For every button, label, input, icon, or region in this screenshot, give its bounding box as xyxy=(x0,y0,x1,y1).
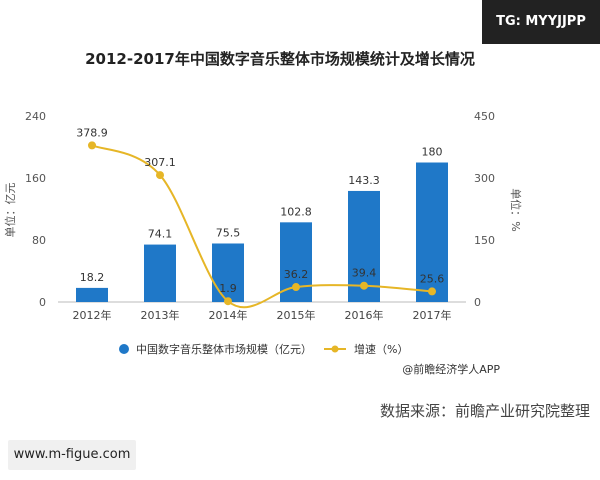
left-tick-label: 0 xyxy=(39,296,46,309)
chart-title: 2012-2017年中国数字音乐整体市场规模统计及增长情况 xyxy=(85,50,475,68)
line-value-label: 378.9 xyxy=(76,126,108,139)
bar xyxy=(212,243,244,302)
bar-value-label: 102.8 xyxy=(280,205,312,218)
right-axis-ticks: 0 150 300 450 xyxy=(474,110,495,309)
x-tick-label: 2012年 xyxy=(73,308,112,322)
x-tick-label: 2016年 xyxy=(345,308,384,322)
left-axis-ticks: 0 80 160 240 xyxy=(25,110,46,309)
credit-text: @前瞻经济学人APP xyxy=(402,362,500,376)
line-value-label: 25.6 xyxy=(420,272,445,285)
right-tick-label: 450 xyxy=(474,110,495,123)
line-value-label: 39.4 xyxy=(352,267,377,280)
bar xyxy=(416,162,448,302)
right-tick-label: 0 xyxy=(474,296,481,309)
line-point xyxy=(360,281,368,290)
left-tick-label: 240 xyxy=(25,110,46,123)
line-series xyxy=(88,141,436,309)
right-tick-label: 150 xyxy=(474,234,495,247)
line-value-label: 1.9 xyxy=(219,282,237,295)
x-tick-label: 2015年 xyxy=(277,308,316,322)
line-point xyxy=(428,287,436,296)
top-watermark-tag: TG: MYYJJPP xyxy=(482,0,600,44)
chart: 0 80 160 240 0 150 300 450 单位：亿元 单位：% 18.2 74.1… xyxy=(3,110,523,376)
left-tick-label: 160 xyxy=(25,172,46,185)
legend: 中国数字音乐整体市场规模（亿元） 增速（%） xyxy=(119,342,408,356)
bar-value-label: 75.5 xyxy=(216,226,241,239)
legend-line-label: 增速（%） xyxy=(354,342,408,356)
legend-bar-marker xyxy=(119,344,129,354)
growth-line xyxy=(91,144,433,309)
y-right-label: 单位：% xyxy=(509,188,523,231)
bar-value-label: 180 xyxy=(422,146,443,159)
line-labels: 378.9 307.1 1.9 36.2 39.4 25.6 xyxy=(76,126,444,295)
bar xyxy=(76,287,108,302)
bar-value-label: 143.3 xyxy=(348,174,380,187)
line-point xyxy=(156,171,164,180)
line-value-label: 307.1 xyxy=(144,156,176,169)
line-point xyxy=(224,297,232,306)
bar xyxy=(144,244,176,302)
y-left-label: 单位：亿元 xyxy=(3,183,17,238)
bar-series xyxy=(76,162,448,302)
legend-bar-label: 中国数字音乐整体市场规模（亿元） xyxy=(136,342,312,356)
bar-value-label: 74.1 xyxy=(148,228,173,241)
x-tick-label: 2017年 xyxy=(413,308,452,322)
line-point xyxy=(292,283,300,292)
line-point xyxy=(88,141,96,150)
bar-labels: 18.2 74.1 75.5 102.8 143.3 180 xyxy=(80,146,443,284)
x-tick-label: 2013年 xyxy=(141,308,180,322)
source-text: 数据来源：前瞻产业研究院整理 xyxy=(379,402,590,420)
left-tick-label: 80 xyxy=(32,234,46,247)
x-tick-label: 2014年 xyxy=(209,308,248,322)
bottom-watermark-tag: www.m-figue.com xyxy=(8,440,136,470)
bar-value-label: 18.2 xyxy=(80,271,105,284)
x-tick-labels: 2012年 2013年 2014年 2015年 2016年 2017年 xyxy=(73,308,452,322)
line-value-label: 36.2 xyxy=(284,268,309,281)
right-tick-label: 300 xyxy=(474,172,495,185)
